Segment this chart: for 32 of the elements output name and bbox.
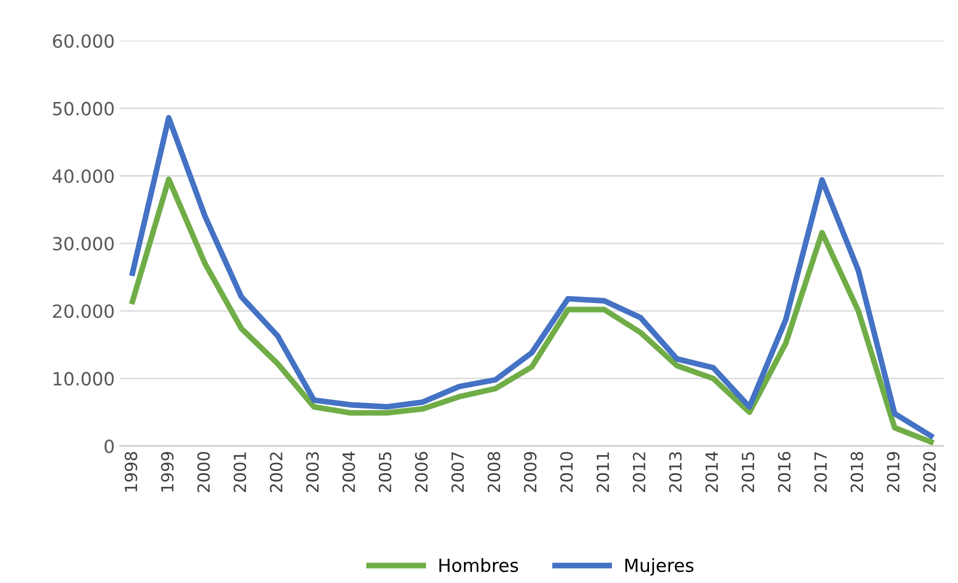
x-tick-label: 2004 [342,452,356,492]
y-tick-label: 50.000 [53,102,114,116]
x-tick-label: 2009 [524,452,537,492]
x-tick-label: 2017 [814,452,827,492]
x-tick-label: 1998 [124,452,138,492]
x-tick-label: 2001 [234,452,246,492]
y-tick-label: 10.000 [54,372,114,386]
x-tick-label: 2014 [705,452,718,492]
x-tick-label: 2013 [669,452,682,492]
x-tick-label: 2018 [850,452,864,492]
y-tick-label: 20.000 [53,304,114,318]
y-tick-label: 40.000 [52,169,114,183]
x-tick-label: 2002 [270,452,282,492]
x-tick-label: 2003 [306,452,319,492]
x-tick-label: 2011 [596,452,610,492]
y-tick-label: 30.000 [53,236,114,251]
x-tick-label: 2016 [778,452,791,492]
legend-label: Hombres [439,558,518,572]
x-tick-label: 2005 [378,452,392,492]
x-tick-label: 2007 [451,452,464,492]
x-tick-label: 2008 [488,452,500,492]
x-tick-label: 2019 [886,452,900,492]
x-tick-label: 2010 [560,452,573,492]
x-tick-label: 1999 [160,452,174,492]
x-tick-label: 2015 [742,452,754,492]
legend-label: Mujeres [625,558,694,576]
x-tick-label: 2000 [197,452,210,492]
y-tick-label: 60.000 [52,34,114,48]
y-tick-label: 0 [104,439,114,454]
x-tick-label: 2020 [923,452,936,492]
x-tick-label: 2006 [415,452,428,492]
x-tick-label: 2012 [632,452,646,492]
